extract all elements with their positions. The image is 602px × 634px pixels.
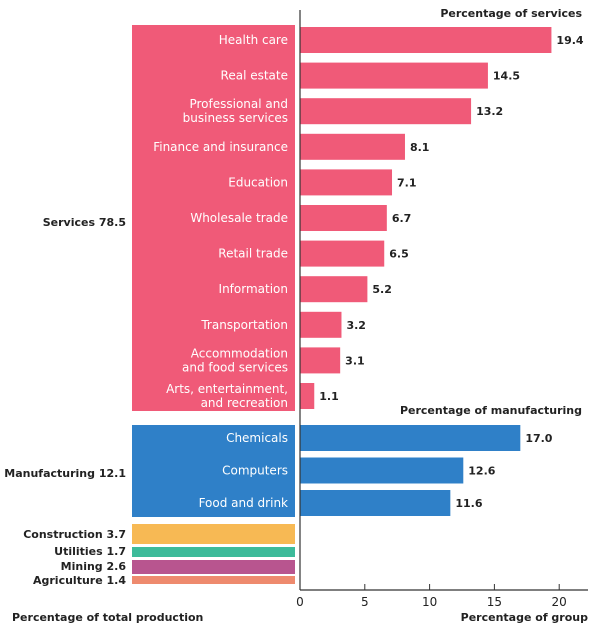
services-total-block [132,25,295,411]
services-category-label: Professional and [189,97,288,111]
mining-total-label: Mining 2.6 [61,560,127,573]
x-tick-label: 0 [296,595,304,609]
services-value-label: 19.4 [556,34,583,47]
services-value-label: 14.5 [493,70,520,83]
services-category-label: Finance and insurance [153,140,288,154]
x-tick-label: 10 [422,595,437,609]
services-category-label: Health care [219,33,288,47]
services-value-label: 7.1 [397,176,417,189]
services-bar [300,98,472,125]
services-category-label: Information [219,282,288,296]
services-value-label: 1.1 [319,390,339,403]
services-total-label: Services 78.5 [43,216,126,229]
services-bar [300,347,341,374]
services-category-label: Transportation [200,318,288,332]
utilities-total-block [132,547,295,557]
services-value-label: 5.2 [372,283,392,296]
services-category-label: Accommodation [191,346,288,360]
services-value-label: 13.2 [476,105,503,118]
agriculture-total-label: Agriculture 1.4 [33,574,126,587]
services-category-label: and food services [182,360,288,374]
services-value-label: 3.1 [345,354,365,367]
services-value-label: 6.7 [392,212,412,225]
services-category-label: Retail trade [218,247,288,261]
services-category-label: Arts, entertainment, [166,382,288,396]
services-bar [300,169,393,196]
mining-total-block [132,560,295,574]
construction-total-block [132,524,295,544]
services-bar [300,276,368,303]
manufacturing-value-label: 17.0 [525,432,552,445]
services-title: Percentage of services [440,7,582,20]
agriculture-total-block [132,576,295,584]
services-bar [300,311,342,338]
x-axis-label: Percentage of group [461,611,588,624]
manufacturing-bar [300,490,451,516]
services-bar [300,62,488,89]
services-bar [300,240,385,267]
x-tick-label: 20 [552,595,567,609]
services-category-label: Wholesale trade [190,211,288,225]
services-bar [300,205,387,231]
manufacturing-value-label: 11.6 [455,497,482,510]
services-value-label: 3.2 [346,319,366,332]
services-category-label: Education [228,175,288,189]
services-bar [300,133,405,160]
manufacturing-category-label: Chemicals [226,431,288,445]
manufacturing-total-block [132,425,295,517]
services-category-label: business services [183,111,288,125]
services-bar [300,27,552,53]
x-tick-label: 5 [361,595,369,609]
manufacturing-bar [300,425,521,451]
services-category-label: and recreation [201,396,288,410]
services-value-label: 6.5 [389,248,409,261]
total-production-axis-label: Percentage of total production [12,611,203,624]
manufacturing-total-label: Manufacturing 12.1 [4,467,126,480]
manufacturing-category-label: Computers [222,464,288,478]
utilities-total-label: Utilities 1.7 [54,545,126,558]
services-bar [300,383,315,409]
x-tick-label: 15 [487,595,502,609]
manufacturing-category-label: Food and drink [199,496,288,510]
manufacturing-title: Percentage of manufacturing [400,404,582,417]
manufacturing-value-label: 12.6 [468,465,495,478]
services-value-label: 8.1 [410,141,430,154]
services-category-label: Real estate [221,69,288,83]
construction-total-label: Construction 3.7 [23,528,126,541]
manufacturing-bar [300,457,464,484]
